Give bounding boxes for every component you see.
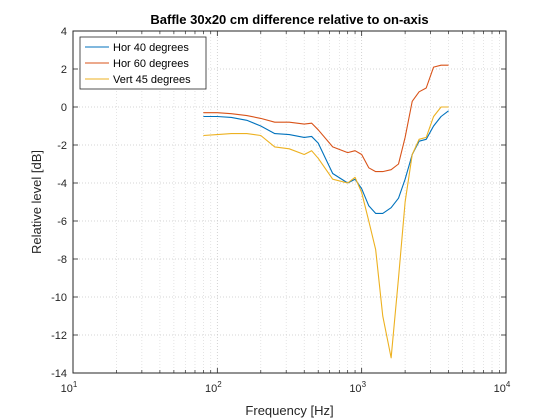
legend: Hor 40 degrees Hor 60 degrees Vert 45 degr…	[79, 36, 207, 90]
y-tick-label: -14	[51, 368, 67, 380]
legend-label-3: Vert 45 degrees	[113, 74, 191, 86]
y-tick-label: -10	[51, 292, 67, 304]
series-lines	[203, 64, 449, 359]
y-tick-label: -2	[57, 140, 67, 152]
ticks: 101 102 103 104 4 2 0 -2 -4 -6 -8 -10 -12 -14	[51, 26, 511, 395]
x-tick-label: 103	[349, 380, 366, 395]
x-tick-label: 104	[494, 380, 511, 395]
series-line-3	[203, 106, 449, 359]
y-tick-label: -8	[57, 254, 67, 266]
legend-label-1: Hor 40 degrees	[113, 42, 189, 54]
y-tick-label: 4	[61, 26, 67, 38]
x-axis-label: Frequency [Hz]	[245, 403, 333, 418]
axes-box	[72, 30, 507, 374]
y-tick-label: 2	[61, 64, 67, 76]
y-tick-label: -12	[51, 330, 67, 342]
x-tick-label: 101	[61, 380, 78, 395]
y-tick-label: -4	[57, 178, 67, 190]
legend-label-2: Hor 60 degrees	[113, 58, 189, 70]
x-tick-label: 102	[205, 380, 222, 395]
y-tick-label: -6	[57, 216, 67, 228]
y-axis-label: Relative level [dB]	[29, 150, 44, 254]
chart-title: Baffle 30x20 cm difference relative to o…	[150, 12, 428, 27]
series-line-2	[203, 64, 449, 173]
y-tick-label: 0	[61, 102, 67, 114]
